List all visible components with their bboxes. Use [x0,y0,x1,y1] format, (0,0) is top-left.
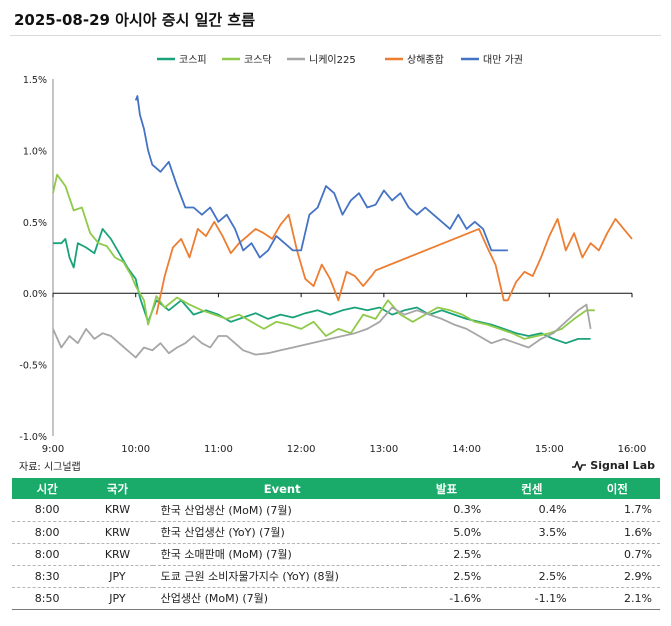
header-time: 시간 [12,478,83,499]
cell-previous: 0.7% [574,543,660,566]
cell-time: 8:00 [12,521,83,544]
cell-previous: 1.6% [574,521,660,544]
table-row: 8:30 JPY 도쿄 근원 소비자물가지수 (YoY) (8월) 2.5% 2… [12,565,660,588]
cell-event: 도쿄 근원 소비자물가지수 (YoY) (8월) [152,565,404,588]
y-tick-label: 0.5% [23,218,47,229]
y-tick-label: 1.5% [23,75,47,86]
cell-consensus [489,543,575,566]
cell-time: 8:00 [12,543,83,566]
x-tick-label: 13:00 [369,444,398,455]
cell-actual: 2.5% [403,565,490,588]
series-line-5 [134,95,508,259]
legend-label: 대만 가권 [483,54,523,66]
series-line-2 [52,173,595,340]
x-tick-label: 9:00 [42,444,64,455]
series-line-4 [155,213,633,315]
series-line-3 [52,303,592,359]
x-tick-label: 12:00 [287,444,316,455]
y-tick-label: 0.0% [23,289,47,300]
cell-actual: 5.0% [403,521,490,544]
brand-name: Signal Lab [590,459,655,472]
cell-actual: 0.3% [403,499,490,522]
x-tick-label: 16:00 [618,444,647,455]
cell-event: 산업생산 (MoM) (7월) [152,587,404,610]
cell-previous: 2.1% [574,587,660,610]
cell-country: KRW [82,499,153,522]
cell-consensus: 2.5% [489,565,575,588]
cell-event: 한국 산업생산 (YoY) (7월) [152,521,404,544]
legend-label: 상해종합 [407,53,444,66]
cell-time: 8:30 [12,565,83,588]
x-tick-label: 10:00 [121,444,150,455]
table-header-row: 시간 국가 Event 발표 컨센 이전 [12,478,660,499]
table-row: 8:00 KRW 한국 산업생산 (MoM) (7월) 0.3% 0.4% 1.… [12,499,660,522]
title-divider [10,35,661,36]
header-country: 국가 [82,478,153,499]
cell-country: JPY [82,565,153,588]
page-title: 2025-08-29 아시아 증시 일간 흐름 [14,11,256,29]
cell-consensus: 0.4% [489,499,575,522]
cell-time: 8:50 [12,587,83,610]
cell-previous: 1.7% [574,499,660,522]
cell-country: KRW [82,521,153,544]
intraday-line-chart: 1.5% 1.0% 0.5% 0.0% -0.5% -1.0%9:00 10:00 11:00… [19,53,647,455]
signal-wave-icon [572,460,587,471]
x-tick-label: 11:00 [204,444,233,455]
x-tick-label: 15:00 [535,444,564,455]
series-line-1 [53,227,591,345]
header-consensus: 컨센 [489,478,575,499]
header-event: Event [152,478,404,499]
table-row: 8:00 KRW 한국 산업생산 (YoY) (7월) 5.0% 3.5% 1.… [12,521,660,544]
cell-event: 한국 소매판매 (MoM) (7월) [152,543,404,566]
cell-consensus: -1.1% [489,587,575,610]
cell-country: KRW [82,543,153,566]
table-row: 8:00 KRW 한국 소매판매 (MoM) (7월) 2.5% 0.7% [12,543,660,566]
header-actual: 발표 [403,478,490,499]
economic-events-table: 시간 국가 Event 발표 컨센 이전 8:00 KRW 한국 산업생산 (M… [12,478,660,610]
legend-label: 니케이225 [309,54,356,66]
y-tick-label: 1.0% [23,146,47,157]
header-previous: 이전 [574,478,660,499]
y-tick-label: -0.5% [19,361,47,372]
cell-actual: -1.6% [403,587,490,610]
cell-time: 8:00 [12,499,83,522]
cell-previous: 2.9% [574,565,660,588]
cell-actual: 2.5% [403,543,490,566]
x-tick-label: 14:00 [452,444,481,455]
legend-label: 코스닥 [244,54,272,66]
source-note: 자료: 시그널랩 [19,462,81,473]
cell-consensus: 3.5% [489,521,575,544]
brand-logo: Signal Lab [572,459,655,472]
cell-country: JPY [82,587,153,610]
table-row: 8:50 JPY 산업생산 (MoM) (7월) -1.6% -1.1% 2.1… [12,587,660,610]
legend-label: 코스피 [179,54,207,66]
cell-event: 한국 산업생산 (MoM) (7월) [152,499,404,522]
y-tick-label: -1.0% [19,432,47,443]
